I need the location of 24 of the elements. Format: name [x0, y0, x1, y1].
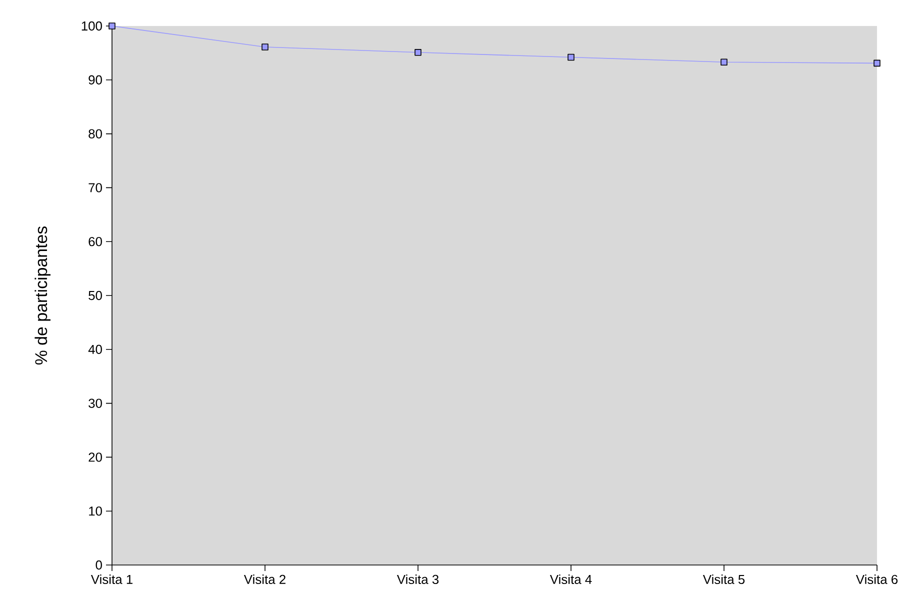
y-tick-label: 100 — [82, 21, 102, 31]
x-tick-label: Visita 6 — [856, 574, 898, 584]
x-tick-label: Visita 1 — [90, 574, 132, 584]
y-tick-label: 90 — [88, 75, 102, 84]
point — [568, 54, 574, 61]
y-tick-label: 10 — [89, 506, 102, 516]
point — [108, 22, 116, 30]
y-tick-label: 40 — [88, 344, 102, 354]
y-axis-title: % de participantes — [34, 226, 50, 365]
y-tick-label: 30 — [88, 398, 102, 408]
y-tick-label: 80 — [88, 129, 102, 138]
point — [414, 49, 422, 56]
y-tick-label: 20 — [88, 452, 102, 462]
point — [262, 44, 268, 50]
y-tick-label: 70 — [88, 183, 102, 192]
x-tick-label: Visita 2 — [244, 574, 286, 584]
point — [720, 58, 728, 66]
y-tick-label: 50 — [88, 290, 102, 300]
y-tick-label: 60 — [88, 237, 102, 246]
x-tick-label: Visita 5 — [702, 574, 745, 584]
x-tick-label: Visita 4 — [550, 574, 592, 584]
x-tick-label: Visita 3 — [396, 574, 439, 584]
point — [874, 60, 880, 67]
y-tick-label: 0 — [96, 560, 102, 570]
